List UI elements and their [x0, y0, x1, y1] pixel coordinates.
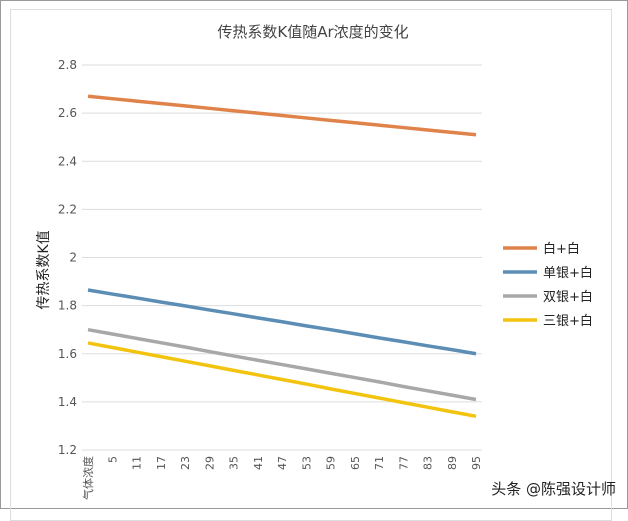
x-tick-label: 59	[325, 456, 338, 470]
x-tick-label: 气体浓度	[81, 456, 95, 500]
x-tick-label: 41	[252, 456, 265, 470]
x-tick-label: 65	[349, 456, 362, 470]
x-tick-label: 17	[155, 456, 168, 470]
y-tick-label: 2.6	[58, 106, 77, 120]
y-tick-label: 1.6	[58, 347, 77, 361]
x-tick-label: 95	[470, 456, 483, 470]
x-tick-label: 53	[300, 456, 313, 470]
x-tick-label: 83	[422, 456, 435, 470]
y-tick-label: 2	[69, 251, 77, 265]
y-tick-label: 1.4	[58, 395, 77, 409]
series-line-2	[87, 327, 477, 402]
series-line-0	[87, 94, 477, 137]
legend-label: 白+白	[543, 241, 580, 257]
y-tick-label: 2.8	[58, 58, 77, 72]
x-tick-label: 77	[397, 456, 410, 470]
legend-label: 双银+白	[543, 289, 593, 305]
y-axis-title: 传热系数K值	[36, 230, 52, 309]
line-chart: 传热系数K值随Ar浓度的变化 传热系数K值 1.2 1.4 1.6 1.8 2 2.2 2.…	[36, 23, 593, 500]
legend-label: 单银+白	[543, 265, 593, 281]
legend-label: 三银+白	[543, 313, 593, 329]
x-tick-label: 5	[106, 456, 119, 463]
watermark: 头条 @陈强设计师	[491, 480, 616, 498]
x-tick-label: 29	[203, 456, 216, 470]
y-tick-label: 2.4	[58, 154, 77, 168]
y-tick-label: 1.8	[58, 299, 77, 313]
y-tick-label: 2.2	[58, 202, 77, 216]
x-tick-label: 89	[446, 456, 459, 470]
y-tick-label: 1.2	[58, 443, 77, 457]
x-tick-label: 11	[131, 456, 144, 470]
x-tick-label: 71	[373, 456, 386, 470]
chart-title: 传热系数K值随Ar浓度的变化	[217, 23, 408, 41]
x-tick-label: 23	[179, 456, 192, 470]
x-tick-label: 35	[228, 456, 241, 470]
series-line-3	[87, 341, 477, 419]
x-tick-label: 47	[276, 456, 289, 470]
series-line-1	[87, 288, 477, 356]
